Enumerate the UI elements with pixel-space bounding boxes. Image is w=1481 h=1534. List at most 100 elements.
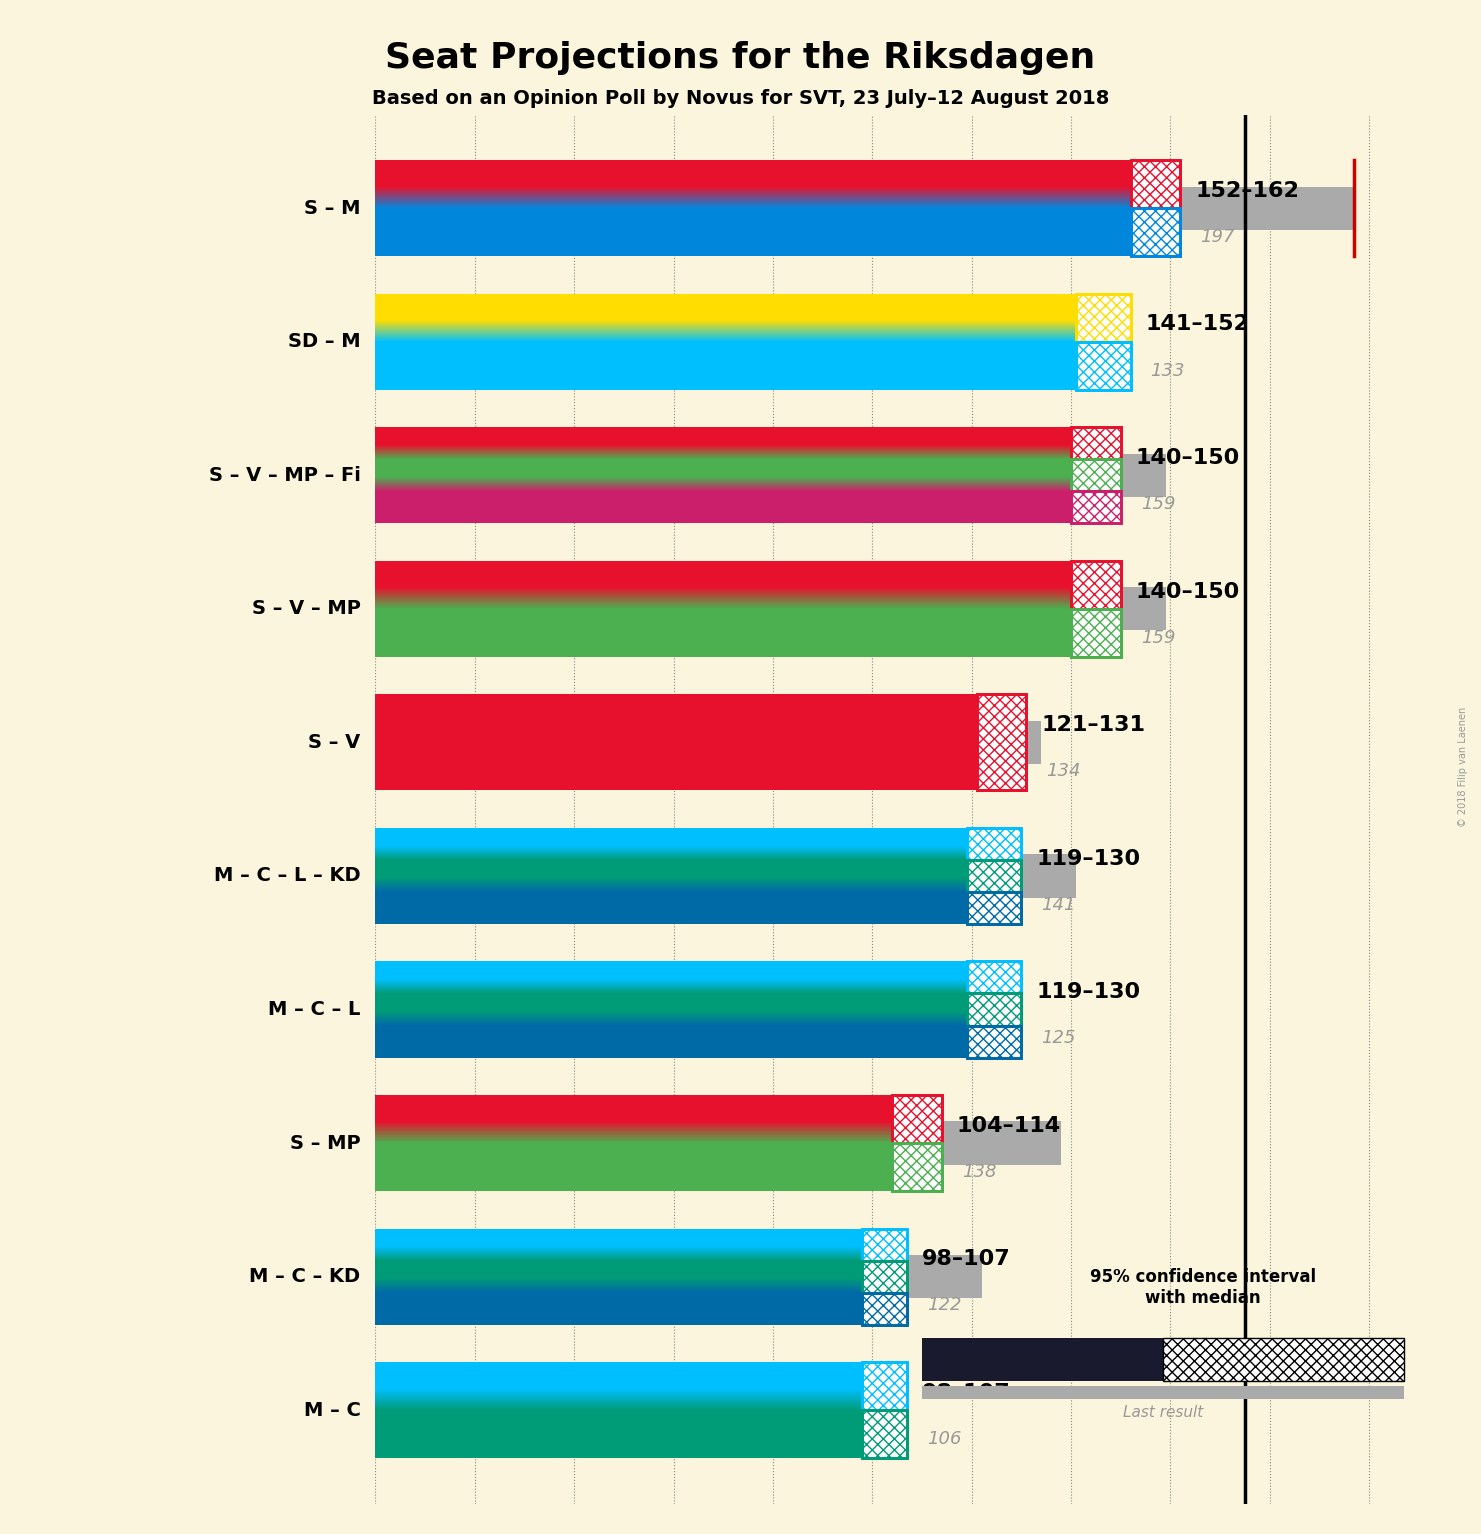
Bar — [375, 561, 1071, 609]
Bar — [1071, 459, 1121, 491]
Bar — [1130, 209, 1180, 256]
Text: 152–162: 152–162 — [1195, 181, 1299, 201]
Text: Last result: Last result — [1123, 1405, 1203, 1420]
Bar — [375, 1261, 862, 1293]
Bar — [375, 459, 1071, 491]
Bar — [375, 1362, 862, 1410]
Bar — [375, 293, 1077, 342]
Bar — [375, 1255, 982, 1298]
Bar — [1077, 342, 1130, 390]
Bar — [862, 1229, 908, 1261]
Bar — [1071, 609, 1121, 657]
Bar — [375, 428, 1071, 459]
Bar — [1163, 1338, 1404, 1381]
Bar — [976, 695, 1026, 790]
Bar — [375, 491, 1071, 523]
Bar — [1071, 428, 1121, 459]
Bar — [862, 1293, 908, 1325]
Text: 141–152: 141–152 — [1146, 314, 1250, 334]
Bar — [375, 342, 1077, 390]
Text: 159: 159 — [1140, 629, 1174, 647]
Bar — [1071, 491, 1121, 523]
Bar — [1130, 160, 1180, 209]
Text: 133: 133 — [1151, 362, 1185, 379]
Bar — [967, 1026, 1022, 1057]
Bar — [892, 1143, 942, 1190]
Bar — [375, 861, 967, 891]
Text: 140–150: 140–150 — [1136, 581, 1240, 601]
Text: 159: 159 — [1140, 495, 1174, 514]
Bar — [375, 160, 1130, 209]
Text: 119–130: 119–130 — [1037, 848, 1140, 868]
Bar — [375, 1026, 967, 1057]
Text: 98–107: 98–107 — [923, 1382, 1010, 1404]
Bar — [1077, 293, 1130, 342]
Text: S – MP: S – MP — [290, 1134, 360, 1152]
Text: M – C: M – C — [304, 1401, 360, 1419]
Text: © 2018 Filip van Laenen: © 2018 Filip van Laenen — [1459, 707, 1468, 827]
Bar — [375, 187, 1354, 230]
Bar — [375, 588, 1166, 630]
Text: M – C – L: M – C – L — [268, 1000, 360, 1019]
Text: 98–107: 98–107 — [923, 1249, 1010, 1269]
Text: 197: 197 — [1200, 229, 1235, 245]
Bar — [375, 988, 997, 1031]
Bar — [967, 861, 1022, 891]
Bar — [862, 1410, 908, 1459]
Bar — [967, 828, 1022, 861]
Bar — [375, 695, 976, 790]
Text: S – V – MP: S – V – MP — [252, 600, 360, 618]
Text: M – C – KD: M – C – KD — [249, 1267, 360, 1285]
Text: Seat Projections for the Riksdagen: Seat Projections for the Riksdagen — [385, 41, 1096, 75]
Bar — [375, 1143, 892, 1190]
Text: 122: 122 — [927, 1296, 961, 1315]
Text: 138: 138 — [961, 1163, 997, 1181]
Bar — [1071, 491, 1121, 523]
Bar — [967, 1026, 1022, 1057]
Bar — [862, 1362, 908, 1410]
Bar — [967, 891, 1022, 923]
Bar — [862, 1362, 908, 1410]
Bar — [967, 962, 1022, 994]
Bar — [892, 1143, 942, 1190]
Text: 121–131: 121–131 — [1041, 715, 1145, 735]
Bar — [375, 321, 1037, 364]
Text: Based on an Opinion Poll by Novus for SVT, 23 July–12 August 2018: Based on an Opinion Poll by Novus for SV… — [372, 89, 1109, 107]
Bar — [862, 1261, 908, 1293]
Text: M – C – L – KD: M – C – L – KD — [213, 867, 360, 885]
Bar — [1071, 459, 1121, 491]
Bar — [862, 1261, 908, 1293]
Bar — [375, 1095, 892, 1143]
Bar — [967, 962, 1022, 994]
Text: 95% confidence interval
with median: 95% confidence interval with median — [1090, 1269, 1315, 1307]
Text: 119–130: 119–130 — [1037, 982, 1140, 1002]
Text: S – V – MP – Fi: S – V – MP – Fi — [209, 466, 360, 485]
Bar — [1071, 609, 1121, 657]
Bar — [862, 1229, 908, 1261]
Bar — [1077, 342, 1130, 390]
Bar — [862, 1293, 908, 1325]
Bar — [375, 1388, 902, 1431]
Text: 140–150: 140–150 — [1136, 448, 1240, 468]
Bar — [1130, 160, 1180, 209]
Bar — [967, 891, 1022, 923]
Bar — [375, 962, 967, 994]
Text: SD – M: SD – M — [287, 333, 360, 351]
Bar — [375, 721, 1041, 764]
Bar — [1071, 561, 1121, 609]
Text: 104–114: 104–114 — [957, 1115, 1060, 1135]
Bar — [375, 609, 1071, 657]
Text: 141: 141 — [1041, 896, 1075, 914]
Bar — [967, 861, 1022, 891]
Bar — [976, 695, 1026, 790]
Bar — [375, 1293, 862, 1325]
Text: 125: 125 — [1041, 1029, 1075, 1048]
Bar — [375, 1410, 862, 1459]
Bar — [375, 828, 967, 861]
Text: S – V: S – V — [308, 733, 360, 752]
Bar — [375, 994, 967, 1026]
Bar — [923, 1387, 1404, 1399]
Bar — [892, 1095, 942, 1143]
Text: 106: 106 — [927, 1430, 961, 1448]
Bar — [967, 994, 1022, 1026]
